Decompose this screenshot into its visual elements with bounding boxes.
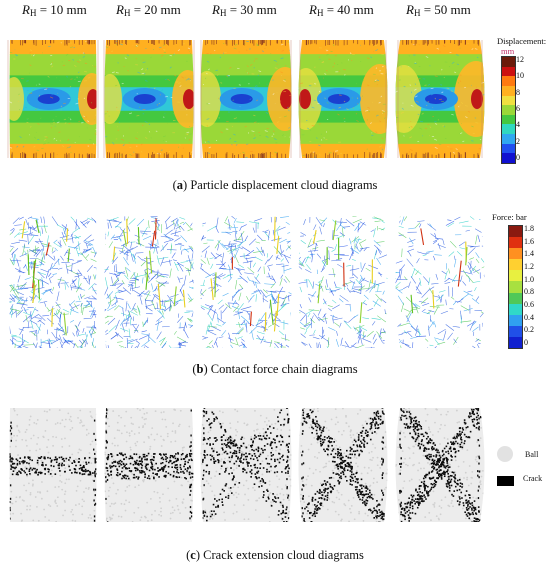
caption-b: (b) Contact force chain diagrams bbox=[192, 362, 358, 376]
crack-panel bbox=[104, 408, 194, 522]
displacement-legend-unit: mm bbox=[501, 46, 515, 56]
displacement-panels bbox=[7, 40, 485, 158]
crack-panels bbox=[9, 408, 485, 522]
crack-symbol bbox=[497, 476, 514, 486]
force-legend-tick-label: 1.2 bbox=[524, 262, 534, 271]
displacement-legend-swatch bbox=[502, 114, 515, 125]
displacement-legend-tick-label: 4 bbox=[516, 120, 520, 130]
force-legend-swatch bbox=[509, 281, 522, 294]
force-legend-tick-label: 0.4 bbox=[524, 312, 534, 322]
displacement-legend-swatch bbox=[502, 57, 515, 68]
displacement-legend-tick-label: 2 bbox=[516, 136, 520, 146]
displacement-panel bbox=[200, 40, 292, 158]
crack-legend-symbols bbox=[497, 446, 514, 486]
displacement-legend-swatch bbox=[502, 124, 515, 135]
force-legend-swatch bbox=[509, 303, 522, 316]
force-legend-tick-label: 0.8 bbox=[524, 287, 534, 297]
force-legend-swatch bbox=[509, 226, 522, 238]
force-legend-swatch bbox=[509, 248, 522, 260]
displacement-legend-tick-label: 10 bbox=[516, 71, 524, 81]
force-chain-panel bbox=[104, 216, 194, 348]
header-rh-10: RH = 10 mm bbox=[22, 2, 87, 18]
force-chain-panel bbox=[395, 216, 485, 348]
force-legend-tick-label: 0.6 bbox=[524, 300, 534, 309]
displacement-legend-tick-label: 0 bbox=[516, 153, 520, 162]
displacement-panel bbox=[395, 40, 485, 158]
crack-panel bbox=[200, 408, 292, 522]
force-legend-tick-label: 1.6 bbox=[524, 236, 534, 246]
displacement-colorbar bbox=[501, 56, 516, 164]
legend-crack-label: Crack bbox=[523, 474, 543, 483]
crack-panel bbox=[298, 408, 388, 522]
force-legend-swatch bbox=[509, 270, 522, 282]
header-rh-50: RH = 50 mm bbox=[406, 2, 471, 18]
force-legend-swatch bbox=[509, 259, 522, 271]
header-rh-40: RH = 40 mm bbox=[309, 2, 374, 18]
displacement-legend-tick-label: 8 bbox=[516, 87, 520, 97]
displacement-legend-tick-label: 12 bbox=[516, 55, 524, 64]
header-rh-30: RH = 30 mm bbox=[212, 2, 277, 18]
crack-panel bbox=[9, 408, 97, 522]
ball-symbol bbox=[497, 446, 513, 462]
legend-ball-label: Ball bbox=[525, 450, 539, 459]
force-chain-panel bbox=[200, 216, 292, 348]
crack-panel bbox=[395, 408, 485, 522]
force-legend-swatch bbox=[509, 336, 522, 349]
force-legend-swatch bbox=[509, 237, 522, 249]
displacement-legend-swatch bbox=[502, 66, 515, 77]
force-legend-tick-label: 0.2 bbox=[524, 325, 534, 335]
caption-a: (a) Particle displacement cloud diagrams bbox=[172, 178, 378, 192]
header-rh-20: RH = 20 mm bbox=[116, 2, 181, 18]
displacement-panel bbox=[298, 40, 388, 158]
displacement-legend-swatch bbox=[502, 105, 515, 116]
force-chain-panels bbox=[9, 216, 485, 348]
force-legend-tick-label: 1.8 bbox=[524, 224, 534, 233]
force-legend-swatch bbox=[509, 292, 522, 305]
displacement-legend-swatch bbox=[502, 95, 515, 106]
displacement-legend-title: Displacement: bbox=[497, 36, 547, 46]
force-colorbar bbox=[508, 225, 523, 349]
caption-c: (c) Crack extension cloud diagrams bbox=[186, 548, 364, 562]
force-legend-tick-label: 0 bbox=[524, 338, 528, 347]
force-chain-panel bbox=[298, 216, 388, 348]
displacement-panel bbox=[7, 40, 99, 158]
force-legend-tick-label: 1.4 bbox=[524, 249, 534, 259]
displacement-legend-swatch bbox=[502, 143, 515, 154]
force-legend-tick-label: 1.0 bbox=[524, 274, 534, 284]
force-legend-swatch bbox=[509, 314, 522, 327]
displacement-legend-swatch bbox=[502, 153, 515, 164]
displacement-legend-swatch bbox=[502, 134, 515, 145]
force-legend-title: Force: bar bbox=[492, 212, 527, 222]
displacement-panel bbox=[103, 40, 195, 158]
displacement-legend-swatch bbox=[502, 76, 515, 87]
force-legend-swatch bbox=[509, 325, 522, 338]
force-chain-panel bbox=[9, 216, 97, 348]
displacement-legend-swatch bbox=[502, 85, 515, 97]
displacement-legend-tick-label: 6 bbox=[516, 104, 520, 113]
